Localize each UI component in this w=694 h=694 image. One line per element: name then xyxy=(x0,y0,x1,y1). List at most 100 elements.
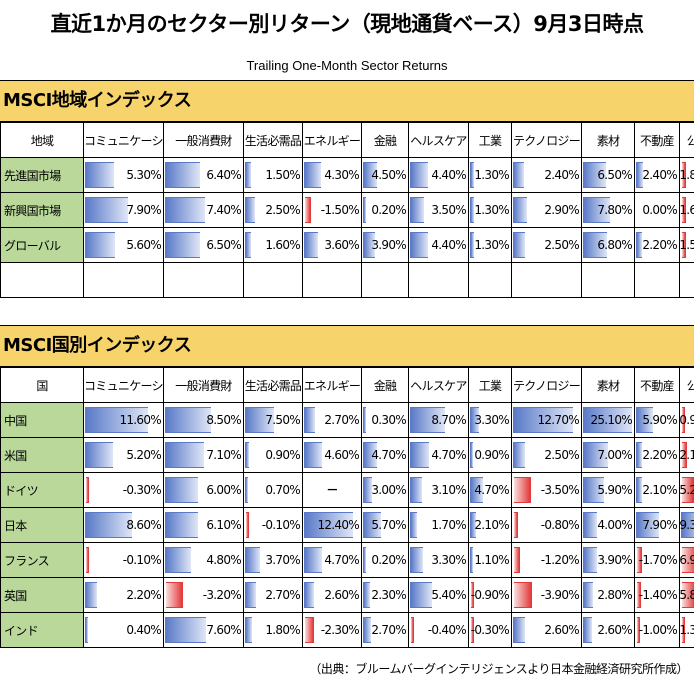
positive-bar xyxy=(410,197,424,223)
negative-bar xyxy=(682,442,687,468)
positive-bar xyxy=(304,582,315,608)
positive-bar xyxy=(583,547,597,573)
value-cell: 6.50% xyxy=(581,157,635,193)
header-cell-sector: ヘルスケア xyxy=(408,367,469,403)
positive-bar xyxy=(636,232,643,258)
value-cell: -5.20% xyxy=(679,472,694,508)
positive-bar xyxy=(410,442,429,468)
header-cell-sector: 素材 xyxy=(581,367,635,403)
value-text: 6.50% xyxy=(206,238,241,252)
value-text: 4.60% xyxy=(324,448,359,462)
title-block: 直近1か月のセクター別リターン（現地通貨ベース）9月3日時点 Trailing … xyxy=(0,0,694,81)
blank-cell xyxy=(408,262,469,298)
negative-bar xyxy=(637,582,642,608)
table-row: 米国 5.20% 7.10% 0.90% 4.60% 4.70% 4.70% 0.90% 2.5… xyxy=(0,437,694,473)
value-cell: 2.20% xyxy=(634,437,680,473)
positive-bar xyxy=(165,477,198,503)
value-cell: 8.50% xyxy=(163,402,244,438)
value-cell: 5.70% xyxy=(361,507,409,543)
value-cell: 2.20% xyxy=(634,227,680,263)
value-text: 7.90% xyxy=(642,518,677,532)
positive-bar xyxy=(245,442,249,468)
header-cell-sector: エネルギー xyxy=(302,122,362,158)
value-text: 2.40% xyxy=(642,168,677,182)
value-text: 2.30% xyxy=(371,588,406,602)
value-text: 0.40% xyxy=(126,623,161,637)
value-cell: -0.40% xyxy=(408,612,469,648)
negative-bar xyxy=(514,582,533,608)
value-cell: 1.70% xyxy=(408,507,469,543)
value-text: 2.10% xyxy=(474,518,509,532)
positive-bar xyxy=(583,617,593,643)
header-cell-sector: コミュニケーション xyxy=(83,122,164,158)
value-text: 2.90% xyxy=(544,203,579,217)
positive-bar xyxy=(363,162,377,188)
positive-bar xyxy=(165,197,206,223)
value-text: 9.30% xyxy=(679,518,694,532)
header-cell-sector: 一般消費財 xyxy=(163,122,244,158)
value-text: 3.30% xyxy=(474,413,509,427)
positive-bar xyxy=(245,547,260,573)
value-cell: 4.70% xyxy=(408,437,469,473)
value-cell: 2.40% xyxy=(511,157,582,193)
header-cell-sector: テクノロジー xyxy=(511,367,582,403)
value-cell: -2.10% xyxy=(679,437,694,473)
value-text: -2.30% xyxy=(320,623,360,637)
value-text: -0.30% xyxy=(470,623,510,637)
positive-bar xyxy=(165,162,200,188)
value-cell: 1.10% xyxy=(468,542,512,578)
value-cell: 4.80% xyxy=(163,542,244,578)
value-cell: 1.30% xyxy=(468,227,512,263)
blank-cell xyxy=(511,262,582,298)
value-text: 3.90% xyxy=(371,238,406,252)
value-cell: 12.40% xyxy=(302,507,362,543)
value-text: -5.80% xyxy=(679,588,694,602)
value-text: -3.50% xyxy=(540,483,580,497)
value-text: 2.70% xyxy=(371,623,406,637)
positive-bar xyxy=(165,617,207,643)
table-row: インド 0.40% 7.60% 1.80% -2.30% 2.70% -0.40% -0.30… xyxy=(0,612,694,648)
value-text: 3.60% xyxy=(324,238,359,252)
header-cell-sector: 工業 xyxy=(468,122,512,158)
blank-cell xyxy=(163,262,244,298)
blank-cell xyxy=(468,262,512,298)
positive-bar xyxy=(85,162,114,188)
positive-bar xyxy=(363,547,366,573)
negative-bar xyxy=(471,582,474,608)
value-text: -1.00% xyxy=(638,623,678,637)
value-cell: -1.50% xyxy=(302,192,362,228)
row-label: 英国 xyxy=(0,577,84,613)
positive-bar xyxy=(410,162,428,188)
value-cell: 5.90% xyxy=(634,402,680,438)
table-row: 英国 2.20% -3.20% 2.70% 2.60% 2.30% 5.40% -0.90% -… xyxy=(0,577,694,613)
value-text: 1.30% xyxy=(474,238,509,252)
row-label: 中国 xyxy=(0,402,84,438)
value-text: -3.20% xyxy=(202,588,242,602)
value-text: 12.40% xyxy=(317,518,359,532)
positive-bar xyxy=(583,442,608,468)
value-text: 7.80% xyxy=(597,203,632,217)
value-cell: 2.10% xyxy=(634,472,680,508)
positive-bar xyxy=(583,477,604,503)
value-cell: 5.90% xyxy=(581,472,635,508)
value-text: 4.80% xyxy=(206,553,241,567)
positive-bar xyxy=(304,162,321,188)
value-text: 8.60% xyxy=(126,518,161,532)
value-cell: -1.30% xyxy=(679,612,694,648)
positive-bar xyxy=(245,162,251,188)
value-text: 0.70% xyxy=(265,483,300,497)
positive-bar xyxy=(513,442,525,468)
negative-bar xyxy=(471,617,474,643)
positive-bar xyxy=(363,582,371,608)
value-cell: -0.30% xyxy=(468,612,512,648)
value-text: 8.50% xyxy=(206,413,241,427)
positive-bar xyxy=(245,617,253,643)
negative-bar xyxy=(246,512,249,538)
value-cell: -0.80% xyxy=(511,507,582,543)
value-cell: 1.30% xyxy=(468,157,512,193)
value-cell: 1.60% xyxy=(243,227,303,263)
positive-bar xyxy=(85,407,148,433)
value-text: 6.80% xyxy=(597,238,632,252)
value-cell: 12.70% xyxy=(511,402,582,438)
value-text: -1.70% xyxy=(638,553,678,567)
